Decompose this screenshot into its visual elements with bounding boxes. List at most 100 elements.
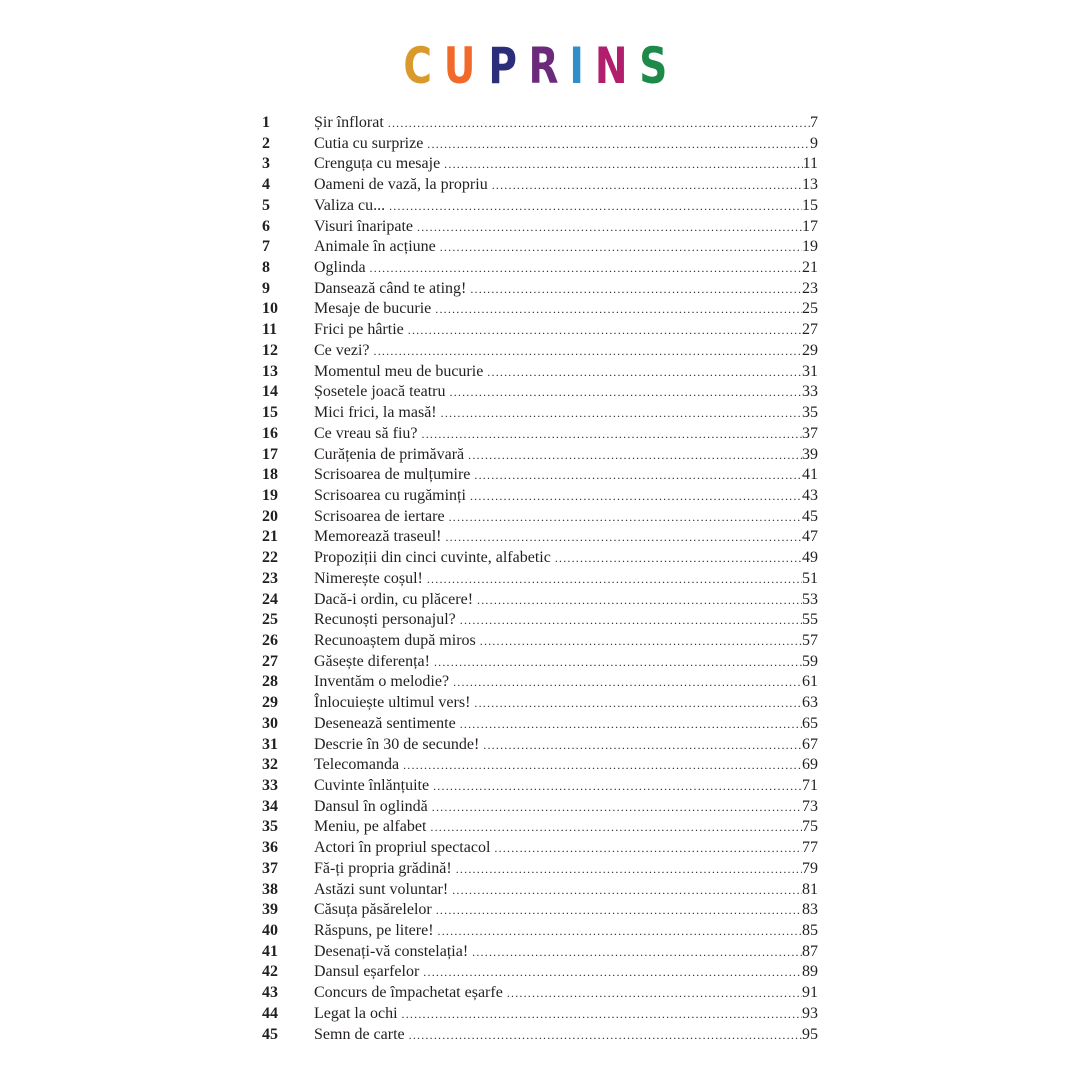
toc-entry: 36 Actori în propriul spectacol 77 xyxy=(262,838,818,859)
toc-entry: 41 Desenați-vă constelația! 87 xyxy=(262,942,818,963)
entry-title: Dansul în oglindă xyxy=(314,797,428,815)
dot-leader xyxy=(460,610,802,631)
entry-number: 5 xyxy=(262,196,270,214)
dot-leader xyxy=(388,113,810,134)
entry-page: 9 xyxy=(810,134,818,152)
toc-entry: 10 Mesaje de bucurie 25 xyxy=(262,299,818,320)
entry-title: Cuvinte înlănțuite xyxy=(314,777,430,794)
entry-title: Curățenia de primăvară xyxy=(314,445,465,463)
dot-leader xyxy=(480,631,802,652)
toc-entry: 3 Crenguța cu mesaje 11 xyxy=(262,154,818,175)
entry-title: Scrisoarea cu rugăminți xyxy=(314,486,466,504)
entry-page: 79 xyxy=(802,859,818,877)
entry-page: 31 xyxy=(802,362,818,380)
entry-page: 13 xyxy=(802,176,818,194)
entry-number: 7 xyxy=(262,238,270,256)
toc-entry: 16 Ce vreau să fiu? 37 xyxy=(262,424,818,445)
title-letter: U xyxy=(444,37,486,95)
dot-leader xyxy=(374,341,802,362)
entry-page: 27 xyxy=(802,321,818,339)
toc-entry: 21 Memorează traseul! 47 xyxy=(262,527,818,548)
entry-title: Astăzi sunt voluntar! xyxy=(314,880,449,898)
entry-number: 45 xyxy=(262,1025,278,1043)
entry-number: 11 xyxy=(262,321,278,339)
entry-title: Propoziții din cinci cuvinte, alfabetic xyxy=(314,549,551,567)
entry-title: Răspuns, pe litere! xyxy=(314,922,434,940)
toc-entry: 24 Dacă-i ordin, cu plăcere! 53 xyxy=(262,590,818,611)
entry-number: 41 xyxy=(262,942,278,960)
entry-title: Frici pe hârtie xyxy=(314,321,404,339)
entry-number: 1 xyxy=(262,114,270,131)
entry-page: 63 xyxy=(802,694,818,712)
dot-leader xyxy=(441,403,802,424)
entry-title: Visuri înaripate xyxy=(314,217,414,235)
title-letter: P xyxy=(488,37,527,95)
toc-entry: 33 Cuvinte înlănțuite 71 xyxy=(262,776,818,797)
dot-leader xyxy=(507,983,802,1004)
toc-entry: 22 Propoziții din cinci cuvinte, alfabeti… xyxy=(262,548,818,569)
entry-number: 30 xyxy=(262,714,278,732)
entry-number: 36 xyxy=(262,839,278,857)
toc-entry: 39 Căsuța păsărelelor 83 xyxy=(262,900,818,921)
entry-page: 89 xyxy=(802,963,818,981)
dot-leader xyxy=(474,465,802,486)
entry-page: 61 xyxy=(802,673,818,691)
entry-number: 31 xyxy=(262,735,278,753)
entry-title: Șir înflorat xyxy=(314,114,384,131)
entry-title: Mici frici, la masă! xyxy=(314,404,437,422)
entry-number: 33 xyxy=(262,777,278,794)
entry-title: Semn de carte xyxy=(314,1025,405,1043)
entry-number: 34 xyxy=(262,797,278,815)
toc-entry: 43 Concurs de împachetat eșarfe 91 xyxy=(262,983,818,1004)
entry-title: Fă-ți propria grădină! xyxy=(314,859,452,877)
entry-page: 45 xyxy=(802,507,818,525)
entry-title: Inventăm o melodie? xyxy=(314,673,450,691)
toc-entry: 34 Dansul în oglindă 73 xyxy=(262,797,818,818)
dot-leader xyxy=(445,527,802,548)
entry-number: 19 xyxy=(262,486,278,504)
entry-page: 37 xyxy=(802,424,818,442)
entry-number: 12 xyxy=(262,341,278,359)
entry-page: 81 xyxy=(802,880,818,898)
dot-leader xyxy=(555,548,802,569)
dot-leader xyxy=(432,797,802,818)
entry-number: 4 xyxy=(262,176,270,194)
entry-page: 39 xyxy=(802,445,818,463)
entry-number: 28 xyxy=(262,673,278,691)
entry-title: Scrisoarea de mulțumire xyxy=(314,466,471,484)
entry-title: Descrie în 30 de secunde! xyxy=(314,735,480,753)
toc-entry: 1 Șir înflorat 7 xyxy=(262,113,818,134)
dot-leader xyxy=(433,776,802,797)
toc-entry: 5 Valiza cu... 15 xyxy=(262,196,818,217)
dot-leader xyxy=(427,569,802,590)
entry-title: Meniu, pe alfabet xyxy=(314,818,427,836)
dot-leader xyxy=(483,735,802,756)
entry-number: 22 xyxy=(262,549,278,567)
entry-number: 29 xyxy=(262,694,278,712)
entry-page: 35 xyxy=(802,404,818,422)
toc-entry: 8 Oglinda 21 xyxy=(262,258,818,279)
dot-leader xyxy=(470,279,802,300)
entry-number: 20 xyxy=(262,507,278,525)
entry-number: 38 xyxy=(262,880,278,898)
entry-title: Găsește diferența! xyxy=(314,652,430,670)
entry-number: 37 xyxy=(262,859,278,877)
entry-title: Dansează când te ating! xyxy=(314,279,467,297)
dot-leader xyxy=(468,445,802,466)
entry-number: 43 xyxy=(262,984,278,1002)
dot-leader xyxy=(389,196,802,217)
entry-page: 19 xyxy=(802,238,818,256)
entry-number: 27 xyxy=(262,652,278,670)
entry-page: 51 xyxy=(802,569,818,587)
entry-title: Momentul meu de bucurie xyxy=(314,362,484,380)
entry-page: 21 xyxy=(802,259,818,277)
dot-leader xyxy=(427,134,810,155)
entry-number: 23 xyxy=(262,569,278,587)
entry-number: 14 xyxy=(262,383,278,401)
entry-number: 10 xyxy=(262,300,278,318)
entry-title: Nimerește coșul! xyxy=(314,569,423,587)
page-title-cuprins: CUPRINS xyxy=(0,38,1080,94)
entry-page: 17 xyxy=(802,217,818,235)
entry-page: 23 xyxy=(802,279,818,297)
